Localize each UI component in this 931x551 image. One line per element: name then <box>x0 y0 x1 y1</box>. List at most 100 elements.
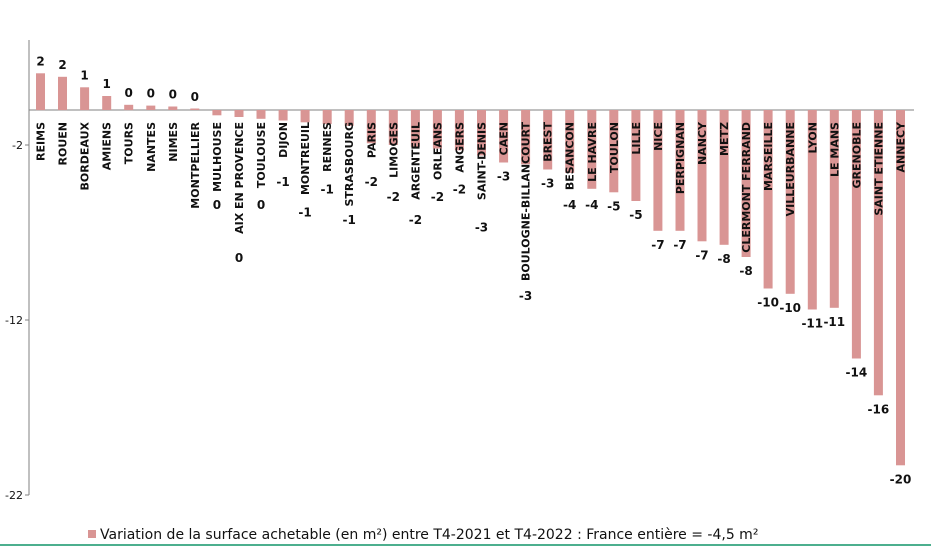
legend-swatch <box>88 530 96 538</box>
value-label: -3 <box>475 221 488 235</box>
category-label: MONTPELLIER <box>189 121 202 208</box>
value-label: -2 <box>365 175 378 189</box>
category-label: PERPIGNAN <box>674 122 687 194</box>
bar <box>719 110 729 245</box>
category-label: MONTREUIL <box>299 122 312 195</box>
bar <box>102 96 112 110</box>
bar <box>763 110 773 289</box>
bar <box>477 110 486 156</box>
category-label: TOULOUSE <box>255 122 268 188</box>
value-label: -11 <box>823 315 845 329</box>
value-label: -2 <box>431 190 444 204</box>
bar <box>256 110 266 119</box>
category-label: BREST <box>542 122 555 162</box>
value-label: -7 <box>651 238 664 252</box>
category-labels: REIMS ROUEN BORDEAUX AMIENS TOURS NANTES NIMES… <box>35 121 908 281</box>
value-label: -4 <box>563 198 576 212</box>
bar <box>675 110 685 231</box>
category-label: LILLE <box>630 122 643 155</box>
category-label: TOURS <box>123 122 136 164</box>
value-label: -1 <box>298 205 311 219</box>
category-label: CLERMONT FERRAND <box>740 122 753 253</box>
category-label: AIX EN PROVENCE <box>233 122 246 234</box>
category-label: SAINT-DENIS <box>476 122 489 200</box>
value-label: -8 <box>717 252 730 266</box>
bar <box>432 110 442 149</box>
value-label: -1 <box>321 183 334 197</box>
value-label: -11 <box>801 317 823 331</box>
value-label: -7 <box>673 238 686 252</box>
value-label: 0 <box>257 198 265 212</box>
category-label: LYON <box>806 122 819 153</box>
value-label: -3 <box>497 170 510 184</box>
category-label: NANCY <box>696 121 709 165</box>
y-tick-label: -12 <box>5 314 23 327</box>
bar <box>212 110 222 116</box>
value-label: -14 <box>846 366 868 380</box>
category-label: STRASBOURG <box>343 122 356 207</box>
bar <box>653 110 663 231</box>
category-label: NIMES <box>167 122 180 162</box>
category-label: TOULON <box>608 122 621 173</box>
category-label: ANGERS <box>453 122 466 173</box>
bar <box>807 110 817 310</box>
value-label: 0 <box>191 90 199 104</box>
bar <box>609 110 619 193</box>
value-label: 0 <box>147 87 155 101</box>
bar <box>410 110 420 147</box>
category-label: SAINT ETIENNE <box>872 122 885 216</box>
value-label: 0 <box>125 86 133 100</box>
category-label: ROUEN <box>57 122 70 165</box>
category-label: ARGENTEUIL <box>409 122 422 200</box>
bar <box>785 110 795 294</box>
category-label: RENNES <box>321 122 334 172</box>
bar <box>454 110 464 151</box>
value-label: 1 <box>103 77 111 91</box>
bar <box>366 110 376 144</box>
bar <box>190 108 200 110</box>
value-label: 2 <box>58 58 66 72</box>
category-label: ANNECY <box>895 121 908 173</box>
value-label: -5 <box>629 208 642 222</box>
bar <box>741 110 751 257</box>
y-axis: -2-12-22 <box>5 40 914 502</box>
category-label: NICE <box>652 122 665 151</box>
value-label: -10 <box>779 301 801 315</box>
value-label: -2 <box>387 190 400 204</box>
category-label: BOULOGNE-BILLANCOURT <box>520 122 533 281</box>
category-label: REIMS <box>35 122 48 161</box>
bar <box>896 110 905 466</box>
value-label: -1 <box>343 213 356 227</box>
bar <box>829 110 839 308</box>
category-label: DIJON <box>277 122 290 158</box>
category-label: PARIS <box>365 122 378 158</box>
category-label: MARSEILLE <box>762 122 775 191</box>
bar <box>278 110 288 121</box>
category-label: CAEN <box>498 122 511 155</box>
category-label: BORDEAUX <box>79 121 92 190</box>
bar <box>565 110 575 173</box>
value-label: -2 <box>453 183 466 197</box>
y-tick-label: -22 <box>5 489 23 502</box>
value-label: 0 <box>213 198 221 212</box>
value-label: -2 <box>409 213 422 227</box>
category-label: AMIENS <box>101 122 114 170</box>
value-label: -10 <box>757 296 779 310</box>
bar <box>851 110 861 359</box>
bar <box>587 110 597 189</box>
bar <box>521 110 531 165</box>
bar <box>344 110 354 126</box>
value-label: 0 <box>235 251 243 265</box>
category-label: LE MANS <box>828 122 841 177</box>
bar <box>322 110 332 124</box>
value-label: -3 <box>541 177 554 191</box>
y-tick-label: -2 <box>12 139 23 152</box>
bar <box>543 110 553 170</box>
category-label: METZ <box>718 122 731 156</box>
category-label: MULHOUSE <box>211 122 224 192</box>
bar <box>499 110 509 163</box>
value-label: -3 <box>519 289 532 303</box>
value-label: -1 <box>276 175 289 189</box>
